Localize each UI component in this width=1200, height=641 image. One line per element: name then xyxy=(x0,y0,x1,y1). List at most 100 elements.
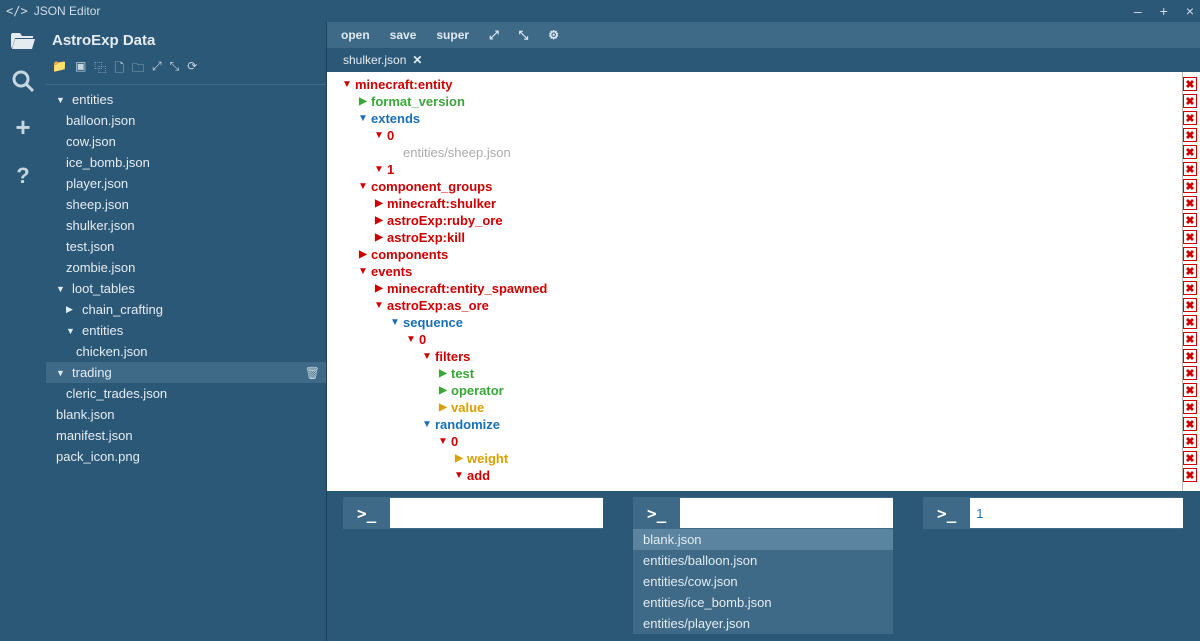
file-balloon.json[interactable]: balloon.json xyxy=(46,110,326,131)
delete-node-button[interactable]: ✖ xyxy=(1183,332,1197,346)
delete-node-button[interactable]: ✖ xyxy=(1183,77,1197,91)
json-node[interactable]: ▼add xyxy=(327,467,1200,484)
suggestion-item[interactable]: entities/cow.json xyxy=(633,571,893,592)
delete-node-button[interactable]: ✖ xyxy=(1183,451,1197,465)
json-node[interactable]: ▶operator xyxy=(327,382,1200,399)
json-node[interactable]: ▶test xyxy=(327,365,1200,382)
menu-save[interactable]: save xyxy=(390,28,417,42)
console-2-input[interactable] xyxy=(680,498,893,528)
json-node[interactable]: ▼events xyxy=(327,263,1200,280)
json-node[interactable]: ▶minecraft:entity_spawned xyxy=(327,280,1200,297)
file-cow.json[interactable]: cow.json xyxy=(46,131,326,152)
delete-node-button[interactable]: ✖ xyxy=(1183,264,1197,278)
suggestion-item[interactable]: entities/player.json xyxy=(633,613,893,634)
file-blank.json[interactable]: blank.json xyxy=(46,404,326,425)
folder-trading[interactable]: ▼trading🗑 xyxy=(46,362,326,383)
trash-icon[interactable]: 🗑 xyxy=(305,366,320,380)
json-node[interactable]: ▼1 xyxy=(327,161,1200,178)
json-node[interactable]: ▼minecraft:entity xyxy=(327,76,1200,93)
tool-refresh-icon[interactable]: ⟳ xyxy=(187,59,197,80)
tab-close-icon[interactable]: ✕ xyxy=(412,53,422,67)
file-cleric_trades.json[interactable]: cleric_trades.json xyxy=(46,383,326,404)
json-node[interactable]: ▶weight xyxy=(327,450,1200,467)
file-pack_icon.png[interactable]: pack_icon.png xyxy=(46,446,326,467)
menu-super[interactable]: super xyxy=(436,28,469,42)
tool-newfolder-icon[interactable]: 🗀 xyxy=(132,59,144,80)
delete-node-button[interactable]: ✖ xyxy=(1183,366,1197,380)
delete-node-button[interactable]: ✖ xyxy=(1183,94,1197,108)
file-sheep.json[interactable]: sheep.json xyxy=(46,194,326,215)
delete-node-button[interactable]: ✖ xyxy=(1183,434,1197,448)
delete-node-button[interactable]: ✖ xyxy=(1183,417,1197,431)
delete-node-button[interactable]: ✖ xyxy=(1183,213,1197,227)
close-button[interactable]: × xyxy=(1186,3,1194,19)
json-node[interactable]: ▼sequence xyxy=(327,314,1200,331)
delete-node-button[interactable]: ✖ xyxy=(1183,247,1197,261)
delete-node-button[interactable]: ✖ xyxy=(1183,281,1197,295)
json-node[interactable]: ▶format_version xyxy=(327,93,1200,110)
delete-node-button[interactable]: ✖ xyxy=(1183,468,1197,482)
tool-copy-icon[interactable]: ⿻ xyxy=(94,59,106,80)
json-node[interactable]: ▼0 xyxy=(327,127,1200,144)
file-player.json[interactable]: player.json xyxy=(46,173,326,194)
collapse-icon[interactable]: ⤡ xyxy=(519,28,529,43)
delete-node-button[interactable]: ✖ xyxy=(1183,400,1197,414)
delete-node-button[interactable]: ✖ xyxy=(1183,111,1197,125)
file-chicken.json[interactable]: chicken.json xyxy=(46,341,326,362)
json-node[interactable]: ▼filters xyxy=(327,348,1200,365)
tool-box-icon[interactable]: ▣ xyxy=(75,59,86,80)
help-icon[interactable]: ? xyxy=(16,163,29,189)
tool-folder-icon[interactable]: 📁 xyxy=(52,59,67,80)
tab-active[interactable]: shulker.json ✕ xyxy=(335,50,430,70)
suggestion-item[interactable]: entities/ice_bomb.json xyxy=(633,592,893,613)
delete-node-button[interactable]: ✖ xyxy=(1183,349,1197,363)
delete-node-button[interactable]: ✖ xyxy=(1183,128,1197,142)
file-test.json[interactable]: test.json xyxy=(46,236,326,257)
expand-icon[interactable]: ⤢ xyxy=(489,28,499,43)
suggestion-item[interactable]: blank.json xyxy=(633,529,893,550)
json-node[interactable]: ▶astroExp:ruby_ore xyxy=(327,212,1200,229)
json-node[interactable]: ▼component_groups xyxy=(327,178,1200,195)
folder-entities[interactable]: ▼entities xyxy=(46,320,326,341)
search-icon[interactable] xyxy=(12,70,34,92)
json-node[interactable]: ▼extends xyxy=(327,110,1200,127)
tool-file-icon[interactable]: 🗋 xyxy=(114,59,124,80)
tool-collapse-icon[interactable]: ⤡ xyxy=(170,59,180,80)
tool-expand-icon[interactable]: ⤢ xyxy=(152,59,162,80)
file-shulker.json[interactable]: shulker.json xyxy=(46,215,326,236)
json-node[interactable]: ▼randomize xyxy=(327,416,1200,433)
json-node[interactable]: ▼0 xyxy=(327,331,1200,348)
gear-icon[interactable]: ⚙ xyxy=(548,28,559,42)
json-node[interactable]: ▶astroExp:kill xyxy=(327,229,1200,246)
console-1-input[interactable] xyxy=(390,498,603,528)
file-manifest.json[interactable]: manifest.json xyxy=(46,425,326,446)
file-ice_bomb.json[interactable]: ice_bomb.json xyxy=(46,152,326,173)
delete-node-button[interactable]: ✖ xyxy=(1183,179,1197,193)
suggestion-item[interactable]: entities/balloon.json xyxy=(633,550,893,571)
delete-node-button[interactable]: ✖ xyxy=(1183,298,1197,312)
json-node[interactable]: ▶minecraft:shulker xyxy=(327,195,1200,212)
json-node[interactable]: ▼astroExp:as_ore xyxy=(327,297,1200,314)
delete-node-button[interactable]: ✖ xyxy=(1183,315,1197,329)
json-node[interactable]: ▶value xyxy=(327,399,1200,416)
prompt-icon: >_ xyxy=(633,504,680,523)
delete-node-button[interactable]: ✖ xyxy=(1183,383,1197,397)
json-node[interactable]: ▼0 xyxy=(327,433,1200,450)
folder-entities[interactable]: ▼entities xyxy=(46,89,326,110)
delete-node-button[interactable]: ✖ xyxy=(1183,196,1197,210)
folder-chain_crafting[interactable]: ▶chain_crafting xyxy=(46,299,326,320)
delete-node-button[interactable]: ✖ xyxy=(1183,162,1197,176)
file-zombie.json[interactable]: zombie.json xyxy=(46,257,326,278)
minimize-button[interactable]: – xyxy=(1134,3,1142,19)
add-icon[interactable]: + xyxy=(15,112,30,143)
json-node[interactable]: entities/sheep.json xyxy=(327,144,1200,161)
menu-open[interactable]: open xyxy=(341,28,370,42)
maximize-button[interactable]: + xyxy=(1160,3,1168,19)
folder-open-icon[interactable] xyxy=(11,30,35,50)
console-3-input[interactable] xyxy=(970,498,1183,528)
json-node[interactable]: ▶components xyxy=(327,246,1200,263)
folder-loot_tables[interactable]: ▼loot_tables xyxy=(46,278,326,299)
icon-rail: + ? xyxy=(0,22,46,641)
delete-node-button[interactable]: ✖ xyxy=(1183,145,1197,159)
delete-node-button[interactable]: ✖ xyxy=(1183,230,1197,244)
